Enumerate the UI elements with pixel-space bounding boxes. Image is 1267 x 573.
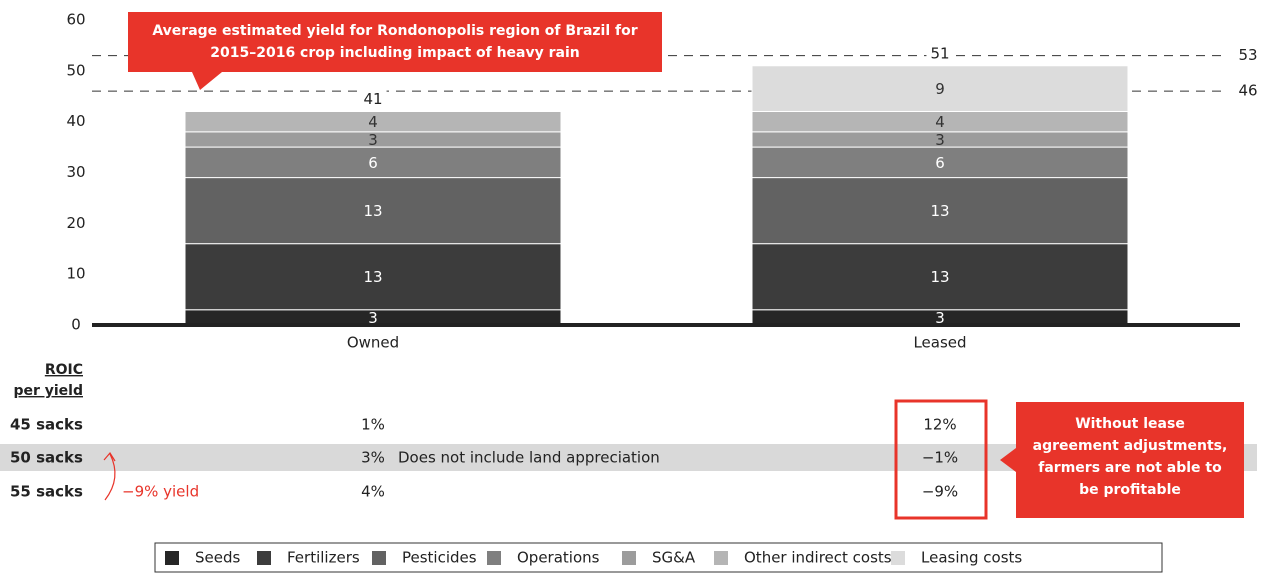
yield-note: −9% yield	[122, 483, 199, 501]
segment-label: 3	[368, 131, 378, 149]
reference-label: 46	[1238, 82, 1257, 100]
segment-label: 13	[930, 268, 949, 286]
y-tick-label: 60	[66, 11, 85, 29]
bar-segment	[751, 65, 1129, 112]
segment-label: 6	[368, 154, 378, 172]
bar-segment	[184, 243, 562, 311]
callout-box	[1000, 402, 1244, 518]
legend-box	[154, 542, 1163, 573]
owned-value: 1%	[361, 416, 385, 434]
owned-value: 4%	[361, 483, 385, 501]
total-label: 51	[930, 44, 949, 62]
bar-segment	[751, 146, 1129, 179]
leased-value: 12%	[923, 416, 956, 434]
segment-label: 13	[363, 202, 382, 220]
bar-segment	[184, 111, 562, 133]
total-label-bg	[926, 44, 954, 63]
legend-swatch	[257, 551, 271, 565]
leased-value: −1%	[922, 449, 958, 467]
row-label: 50 sacks	[10, 449, 83, 467]
legend-label: Seeds	[195, 549, 241, 567]
x-tick-label: Owned	[347, 334, 399, 352]
bar-segment	[184, 177, 562, 245]
segment-label: 13	[363, 268, 382, 286]
segment-label: 4	[368, 113, 378, 131]
legend-swatch	[891, 551, 905, 565]
callout-text: agreement adjustments,	[1033, 438, 1228, 454]
table-header: ROIC	[45, 362, 83, 378]
reference-label: 53	[1238, 46, 1257, 64]
row-label: 45 sacks	[10, 416, 83, 434]
segment-label: 6	[935, 154, 945, 172]
y-tick-label: 20	[66, 214, 85, 232]
legend-label: Leasing costs	[921, 549, 1022, 567]
annotation: 2015–2016 crop including impact of heavy…	[210, 45, 580, 61]
legend-swatch	[714, 551, 728, 565]
callout-box	[128, 12, 662, 90]
segment-label: 4	[935, 113, 945, 131]
legend-label: SG&A	[652, 549, 696, 567]
legend-label: Operations	[517, 549, 600, 567]
legend-swatch	[622, 551, 636, 565]
legend-swatch	[487, 551, 501, 565]
segment-label: 9	[935, 80, 945, 98]
legend-label: Fertilizers	[287, 549, 360, 567]
y-tick-label: 10	[66, 265, 85, 283]
annotation: Average estimated yield for Rondonopolis…	[152, 23, 637, 39]
y-tick-label: 40	[66, 112, 85, 130]
y-tick-label: 30	[66, 163, 85, 181]
legend-label: Other indirect costs	[744, 549, 892, 567]
legend-label: Pesticides	[402, 549, 477, 567]
callout-text: Without lease	[1075, 416, 1185, 432]
segment-label: 3	[935, 309, 945, 327]
bar-segment	[751, 243, 1129, 311]
callout-text: farmers are not able to	[1038, 460, 1222, 476]
total-label: 41	[363, 90, 382, 108]
legend-swatch	[165, 551, 179, 565]
yield-arrow	[103, 451, 116, 501]
owned-value: 3%	[361, 449, 385, 467]
legend-swatch	[372, 551, 386, 565]
bar-segment	[751, 177, 1129, 245]
leased-value: −9%	[922, 483, 958, 501]
note: Does not include land appreciation	[398, 449, 660, 467]
y-tick-label: 0	[71, 316, 81, 334]
highlight-box	[894, 399, 988, 520]
callout-text: be profitable	[1079, 482, 1181, 498]
total-label-bg	[359, 90, 387, 108]
row-label: 55 sacks	[10, 483, 83, 501]
segment-label: 3	[368, 309, 378, 327]
segment-label: 13	[930, 202, 949, 220]
table-header: per yield	[13, 383, 83, 399]
segment-label: 3	[935, 131, 945, 149]
x-tick-label: Leased	[913, 334, 966, 352]
y-tick-label: 50	[66, 61, 85, 79]
bar-segment	[184, 146, 562, 179]
